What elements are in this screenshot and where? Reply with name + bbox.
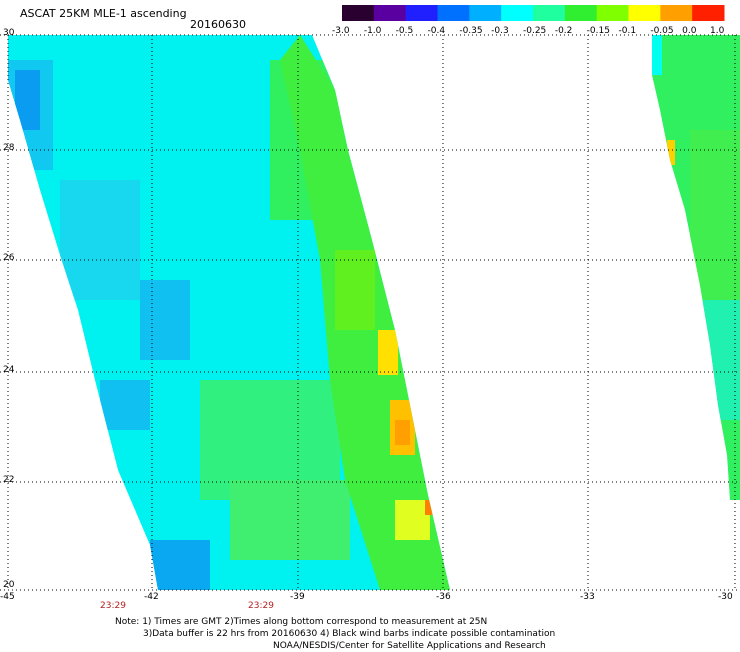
colorbar-label: -0.5 <box>395 26 414 36</box>
colorbar-label: -0.2 <box>554 26 573 36</box>
colorbar-label: -3.0 <box>332 26 350 36</box>
colorbar-label: -0.35 <box>459 26 483 36</box>
lat-label: 22 <box>3 475 15 485</box>
map-title: ASCAT 25KM MLE-1 ascending <box>20 7 187 20</box>
colorbar-label: -1.0 <box>363 26 382 36</box>
colorbar-label: -0.4 <box>427 26 446 36</box>
colorbar-segment <box>405 5 438 21</box>
lon-label: -39 <box>290 592 305 602</box>
colorbar-label: -0.3 <box>491 26 509 36</box>
colorbar-label: -0.25 <box>523 26 547 36</box>
lat-label: 30 <box>3 28 15 38</box>
colorbar-label: -0.05 <box>650 26 674 36</box>
colorbar-segment <box>628 5 661 21</box>
colorbar-segment <box>373 5 407 21</box>
colorbar-segment <box>342 5 375 21</box>
colorbar-label: 1.0 <box>710 26 725 36</box>
lon-label: -33 <box>580 592 595 602</box>
note-line: 3)Data buffer is 22 hrs from 20160630 4)… <box>143 629 556 639</box>
colorbar-segment <box>533 5 566 21</box>
colorbar-segment <box>596 5 629 21</box>
lat-label: 28 <box>3 143 15 153</box>
time-label: 23:29 <box>100 601 126 611</box>
note-line: NOAA/NESDIS/Center for Satellite Applica… <box>273 641 546 651</box>
colorbar-segment <box>660 5 693 21</box>
colorbar <box>342 5 725 21</box>
colorbar-label: -0.15 <box>586 26 610 36</box>
colorbar-label: 0.0 <box>682 26 697 36</box>
lon-label: -42 <box>144 592 159 602</box>
colorbar-label: -0.1 <box>618 26 637 36</box>
time-label: 23:29 <box>248 601 274 611</box>
lat-label: 20 <box>3 580 15 590</box>
colorbar-segment <box>437 5 470 21</box>
colorbar-segment <box>692 5 725 21</box>
colorbar-segment <box>501 5 534 21</box>
lat-label: 24 <box>3 365 15 375</box>
map-date: 20160630 <box>190 18 246 31</box>
note-line: Note: 1) Times are GMT 2)Times along bot… <box>115 617 488 627</box>
lon-label: -45 <box>0 592 15 602</box>
colorbar-segment <box>564 5 598 21</box>
grid-lines <box>0 35 740 590</box>
swath-right <box>652 35 740 500</box>
lon-label: -36 <box>436 592 451 602</box>
colorbar-segment <box>469 5 502 21</box>
lon-label: -30 <box>718 592 733 602</box>
swath-left <box>8 35 450 590</box>
footnotes: Note: 1) Times are GMT 2)Times along bot… <box>115 616 555 652</box>
lat-label: 26 <box>3 253 15 263</box>
